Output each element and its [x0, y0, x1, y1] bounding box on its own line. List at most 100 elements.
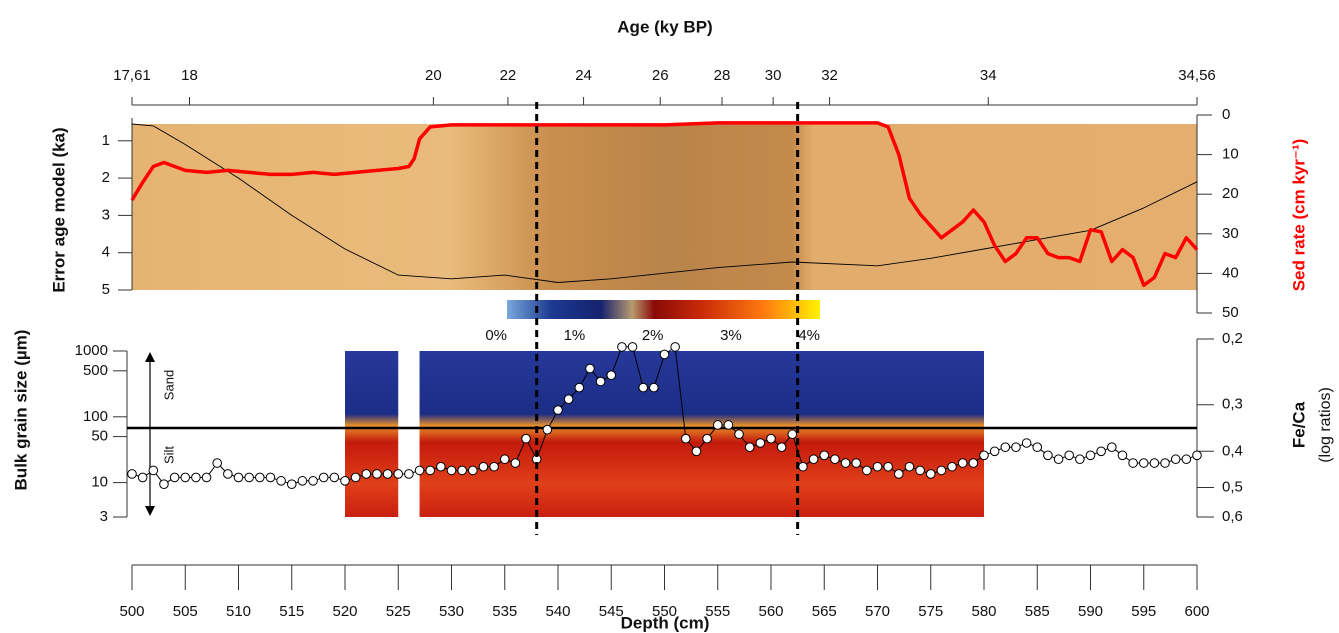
data-point	[276, 476, 286, 486]
data-point	[840, 458, 851, 468]
data-point	[862, 465, 872, 476]
y-axis-title: Error age model (ka)	[49, 127, 68, 292]
y2-tick-label: 10	[1222, 146, 1239, 163]
data-point	[691, 446, 702, 457]
data-point	[617, 342, 627, 352]
x-tick-label: 525	[386, 603, 411, 620]
y-tick-label: 3	[100, 508, 108, 525]
y2-tick-label: 0,5	[1222, 478, 1243, 495]
data-point	[776, 442, 787, 453]
y-tick-label: 500	[83, 362, 108, 379]
data-point	[830, 454, 840, 465]
x-tick-label: 530	[439, 603, 464, 620]
x-tick-label: 565	[812, 603, 837, 620]
data-point	[755, 438, 766, 448]
data-point	[286, 479, 297, 489]
colorbar-label: 1%	[564, 327, 586, 344]
data-point	[947, 461, 957, 472]
data-point	[521, 433, 531, 444]
data-point	[340, 476, 350, 486]
data-point	[1021, 438, 1032, 448]
age-tick-label: 17,61	[113, 67, 151, 84]
y2-tick-label: 20	[1222, 185, 1239, 202]
heatmap	[345, 351, 399, 517]
data-point	[1160, 458, 1170, 468]
data-point	[404, 469, 414, 479]
data-point	[936, 465, 947, 476]
data-point	[329, 472, 340, 483]
data-point	[1043, 450, 1053, 461]
x-tick-label: 570	[865, 603, 890, 620]
y2-tick-label: 0,4	[1222, 442, 1243, 459]
x-tick-label: 510	[226, 603, 251, 620]
data-point	[1181, 454, 1192, 465]
y-axis-title: Bulk grain size (µm)	[11, 330, 30, 491]
data-point	[1107, 442, 1117, 453]
age-tick-label: 30	[765, 67, 782, 84]
data-point	[1096, 446, 1106, 457]
y2-tick-label: 0,6	[1222, 508, 1243, 525]
data-point	[712, 420, 723, 430]
data-point	[297, 476, 308, 486]
y-tick-label: 100	[83, 408, 108, 425]
data-point	[563, 394, 574, 405]
data-point	[350, 472, 361, 483]
age-tick-label: 20	[425, 67, 442, 84]
y2-axis-title: Fe/Ca	[1289, 401, 1308, 448]
data-line	[130, 121, 1199, 288]
data-point	[606, 370, 617, 380]
data-point	[372, 469, 382, 479]
x-tick-label: 555	[705, 603, 730, 620]
data-point	[201, 472, 212, 483]
data-point	[393, 469, 404, 479]
y2-tick-label: 50	[1222, 304, 1239, 321]
y2-tick-label: 30	[1222, 225, 1239, 242]
data-point	[744, 442, 755, 453]
y2-axis-subtitle: (log ratios)	[1317, 387, 1334, 463]
y-tick-label: 1	[102, 132, 110, 149]
data-point	[1117, 450, 1128, 461]
colorbar-label: 2%	[642, 327, 664, 344]
data-line	[131, 123, 1198, 283]
data-point	[1128, 458, 1138, 468]
data-point	[925, 469, 936, 479]
data-point	[723, 420, 734, 430]
y2-tick-label: 0	[1222, 106, 1230, 123]
data-point	[670, 342, 680, 352]
y-tick-label: 4	[102, 244, 110, 261]
data-point	[436, 461, 446, 472]
y-tick-label: 10	[91, 474, 108, 491]
data-point	[872, 461, 883, 472]
data-point	[457, 465, 467, 476]
data-point	[904, 461, 915, 472]
data-point	[894, 469, 904, 479]
data-point	[787, 429, 798, 440]
x-tick-label: 585	[1025, 603, 1050, 620]
data-point	[446, 465, 457, 476]
data-point	[180, 472, 191, 483]
age-tick-label: 28	[714, 67, 731, 84]
x-tick-label: 500	[119, 603, 144, 620]
y-tick-label: 5	[102, 281, 110, 298]
data-point	[1149, 458, 1160, 468]
y2-tick-label: 0,2	[1222, 330, 1243, 347]
x-tick-label: 590	[1078, 603, 1103, 620]
data-point	[318, 472, 329, 483]
age-tick-label: 18	[181, 67, 198, 84]
data-point	[1170, 454, 1181, 465]
data-point	[1032, 442, 1043, 453]
x-tick-label: 535	[492, 603, 517, 620]
data-point	[254, 472, 265, 483]
data-point	[382, 469, 393, 479]
x-axis-title: Depth (cm)	[621, 613, 710, 632]
core-photo	[132, 124, 1197, 290]
age-tick-label: 34	[980, 67, 997, 84]
data-point	[169, 472, 180, 483]
data-point	[191, 472, 201, 483]
data-point	[734, 429, 744, 440]
data-point	[127, 469, 137, 479]
data-point	[414, 465, 425, 476]
x-tick-label: 560	[758, 603, 783, 620]
data-point	[542, 424, 553, 435]
x-tick-label: 600	[1184, 603, 1209, 620]
